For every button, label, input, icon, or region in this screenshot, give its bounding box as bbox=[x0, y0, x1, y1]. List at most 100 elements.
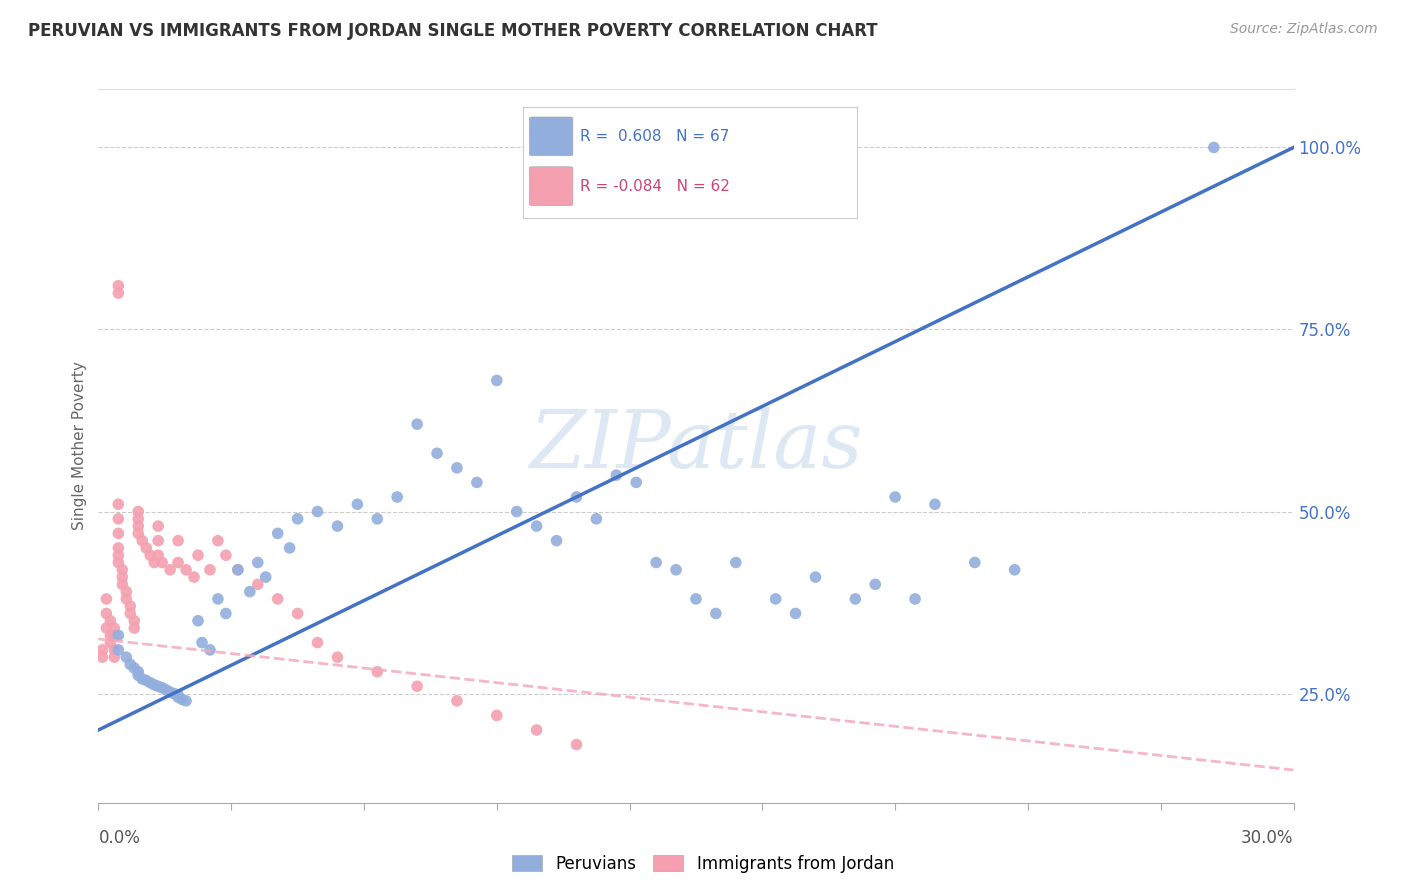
Point bbox=[115, 584, 138, 599]
Point bbox=[167, 533, 190, 548]
Point bbox=[143, 678, 166, 692]
Point bbox=[124, 661, 146, 675]
Point bbox=[124, 614, 146, 628]
Point bbox=[1202, 140, 1225, 154]
Point bbox=[207, 591, 229, 606]
Point bbox=[91, 650, 114, 665]
Point bbox=[143, 556, 166, 570]
Point bbox=[187, 614, 209, 628]
Y-axis label: Single Mother Poverty: Single Mother Poverty bbox=[72, 361, 87, 531]
Point bbox=[131, 672, 153, 686]
Point bbox=[96, 621, 118, 635]
Point bbox=[665, 563, 688, 577]
Point bbox=[307, 635, 329, 649]
Point bbox=[111, 570, 134, 584]
Point bbox=[148, 548, 170, 562]
Point bbox=[844, 591, 866, 606]
Point bbox=[148, 533, 170, 548]
Point bbox=[120, 657, 142, 672]
Point bbox=[100, 614, 122, 628]
Point bbox=[307, 504, 329, 518]
Point bbox=[148, 519, 170, 533]
Point bbox=[139, 548, 162, 562]
Point bbox=[148, 679, 170, 693]
Point bbox=[406, 417, 429, 432]
Point bbox=[585, 512, 607, 526]
Point bbox=[135, 541, 157, 555]
Point bbox=[107, 286, 129, 301]
Point bbox=[107, 278, 129, 293]
Point bbox=[120, 607, 142, 621]
Point bbox=[963, 556, 986, 570]
Point bbox=[150, 556, 173, 570]
Point bbox=[267, 526, 290, 541]
Point bbox=[174, 694, 197, 708]
Point bbox=[785, 607, 807, 621]
Point bbox=[127, 512, 149, 526]
Point bbox=[111, 577, 134, 591]
Point bbox=[167, 688, 190, 702]
Point bbox=[426, 446, 449, 460]
Point bbox=[198, 563, 221, 577]
Point bbox=[704, 607, 727, 621]
Point bbox=[103, 621, 125, 635]
Point bbox=[346, 497, 368, 511]
Point bbox=[326, 519, 349, 533]
Point bbox=[485, 374, 508, 388]
Text: 0.0%: 0.0% bbox=[98, 829, 141, 847]
Point bbox=[267, 591, 290, 606]
Point bbox=[115, 650, 138, 665]
Point bbox=[665, 147, 688, 161]
Point bbox=[103, 650, 125, 665]
Point bbox=[135, 673, 157, 688]
Point bbox=[167, 690, 190, 705]
Point bbox=[103, 628, 125, 642]
Point bbox=[215, 548, 238, 562]
Point bbox=[526, 519, 548, 533]
Point bbox=[565, 738, 588, 752]
Point bbox=[278, 541, 301, 555]
Point bbox=[107, 526, 129, 541]
Point bbox=[107, 556, 129, 570]
Legend: Peruvians, Immigrants from Jordan: Peruvians, Immigrants from Jordan bbox=[506, 848, 900, 880]
Point bbox=[626, 475, 648, 490]
Point bbox=[107, 548, 129, 562]
Point bbox=[111, 563, 134, 577]
Point bbox=[127, 665, 149, 679]
Point bbox=[226, 563, 249, 577]
Point bbox=[1004, 563, 1026, 577]
Point bbox=[254, 570, 277, 584]
Point bbox=[96, 607, 118, 621]
Point bbox=[605, 147, 627, 161]
Point bbox=[215, 607, 238, 621]
Point bbox=[124, 621, 146, 635]
Point bbox=[207, 533, 229, 548]
Point bbox=[884, 490, 907, 504]
Point bbox=[239, 584, 262, 599]
Point bbox=[924, 497, 946, 511]
Point bbox=[446, 694, 468, 708]
Text: PERUVIAN VS IMMIGRANTS FROM JORDAN SINGLE MOTHER POVERTY CORRELATION CHART: PERUVIAN VS IMMIGRANTS FROM JORDAN SINGL… bbox=[28, 22, 877, 40]
Point bbox=[645, 556, 668, 570]
Point bbox=[100, 635, 122, 649]
Point bbox=[96, 591, 118, 606]
Point bbox=[226, 563, 249, 577]
Point bbox=[127, 526, 149, 541]
Point bbox=[187, 548, 209, 562]
Point bbox=[904, 591, 927, 606]
Point bbox=[526, 723, 548, 737]
Point bbox=[287, 512, 309, 526]
Point bbox=[506, 504, 529, 518]
Point bbox=[465, 475, 488, 490]
Point bbox=[724, 556, 747, 570]
Point bbox=[107, 643, 129, 657]
Point bbox=[107, 512, 129, 526]
Point bbox=[485, 708, 508, 723]
Point bbox=[863, 577, 887, 591]
Point bbox=[287, 607, 309, 621]
Point bbox=[172, 692, 194, 706]
Point bbox=[139, 675, 162, 690]
Point bbox=[198, 643, 221, 657]
Point bbox=[167, 556, 190, 570]
Point bbox=[765, 591, 787, 606]
